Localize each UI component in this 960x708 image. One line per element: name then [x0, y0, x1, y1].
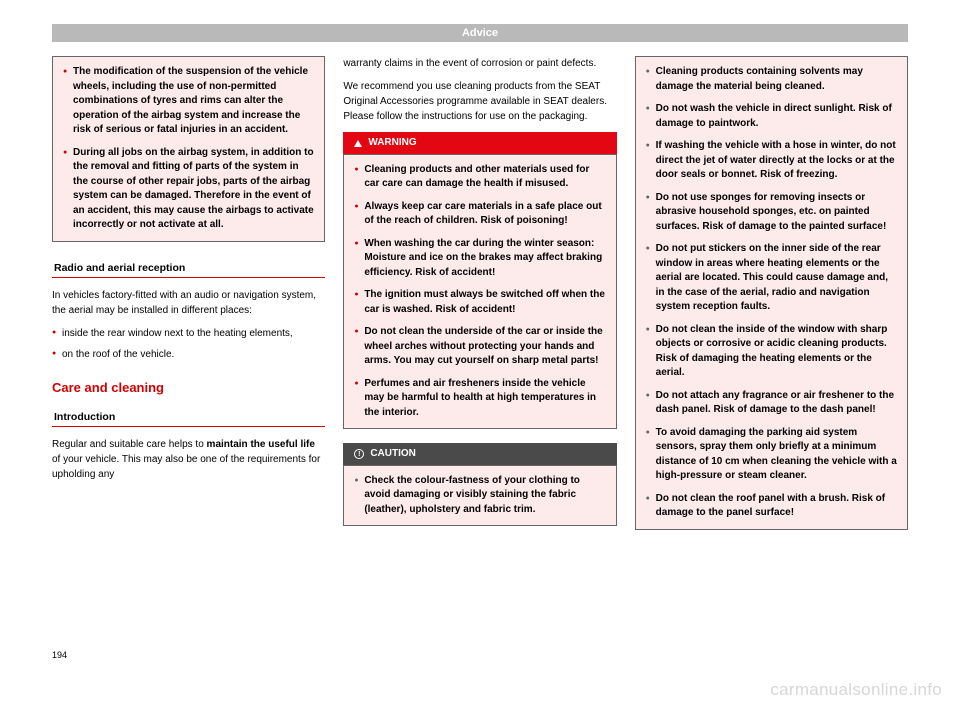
page-header: Advice [52, 24, 908, 42]
page-number: 194 [52, 650, 67, 660]
box-bullet: When washing the car during the winter s… [354, 237, 605, 281]
column-3: Cleaning products containing solvents ma… [635, 56, 908, 544]
page-container: Advice The modification of the suspensio… [0, 0, 960, 564]
box-bullet: Do not clean the underside of the car or… [354, 325, 605, 369]
box-bullet: During all jobs on the airbag system, in… [63, 146, 314, 233]
box-bullet: To avoid damaging the parking aid system… [646, 426, 897, 484]
box-bullet: Do not use sponges for removing insects … [646, 191, 897, 235]
box-bullet: The ignition must always be switched off… [354, 288, 605, 317]
box-bullet: Do not attach any fragrance or air fresh… [646, 389, 897, 418]
caution-box: Check the colour-fastness of your clothi… [343, 465, 616, 527]
box-bullet: The modification of the suspension of th… [63, 65, 314, 138]
paragraph: In vehicles factory-fitted with an audio… [52, 288, 325, 318]
box-bullet: Always keep car care materials in a safe… [354, 200, 605, 229]
content-columns: The modification of the suspension of th… [52, 56, 908, 544]
paragraph: Regular and suitable care helps to maint… [52, 437, 325, 482]
warning-icon [354, 140, 362, 147]
warning-header: WARNING [343, 132, 616, 154]
column-2: warranty claims in the event of corrosio… [343, 56, 616, 544]
caution-header: ! CAUTION [343, 443, 616, 465]
list-item: on the roof of the vehicle. [52, 347, 325, 362]
caution-icon: ! [354, 449, 364, 459]
warning-box: Cleaning products and other materials us… [343, 154, 616, 430]
paragraph: We recommend you use cleaning products f… [343, 79, 616, 124]
box-bullet: Cleaning products and other materials us… [354, 163, 605, 192]
watermark: carmanualsonline.info [770, 680, 942, 700]
caution-box-continued: Cleaning products containing solvents ma… [635, 56, 908, 530]
box-bullet: If washing the vehicle with a hose in wi… [646, 139, 897, 183]
caution-title: CAUTION [370, 447, 416, 462]
box-bullet: Do not clean the inside of the window wi… [646, 323, 897, 381]
box-bullet: Perfumes and air fresheners inside the v… [354, 377, 605, 421]
box-bullet: Do not put stickers on the inner side of… [646, 242, 897, 315]
main-heading-care: Care and cleaning [52, 380, 325, 395]
list-item: inside the rear window next to the heati… [52, 326, 325, 341]
section-heading-intro: Introduction [52, 405, 325, 427]
section-heading-radio: Radio and aerial reception [52, 256, 325, 278]
box-bullet: Check the colour-fastness of your clothi… [354, 474, 605, 518]
box-bullet: Do not clean the roof panel with a brush… [646, 492, 897, 521]
paragraph: warranty claims in the event of corrosio… [343, 56, 616, 71]
caution-box-continued: The modification of the suspension of th… [52, 56, 325, 242]
warning-title: WARNING [368, 136, 416, 151]
box-bullet: Do not wash the vehicle in direct sunlig… [646, 102, 897, 131]
box-bullet: Cleaning products containing solvents ma… [646, 65, 897, 94]
column-1: The modification of the suspension of th… [52, 56, 325, 544]
